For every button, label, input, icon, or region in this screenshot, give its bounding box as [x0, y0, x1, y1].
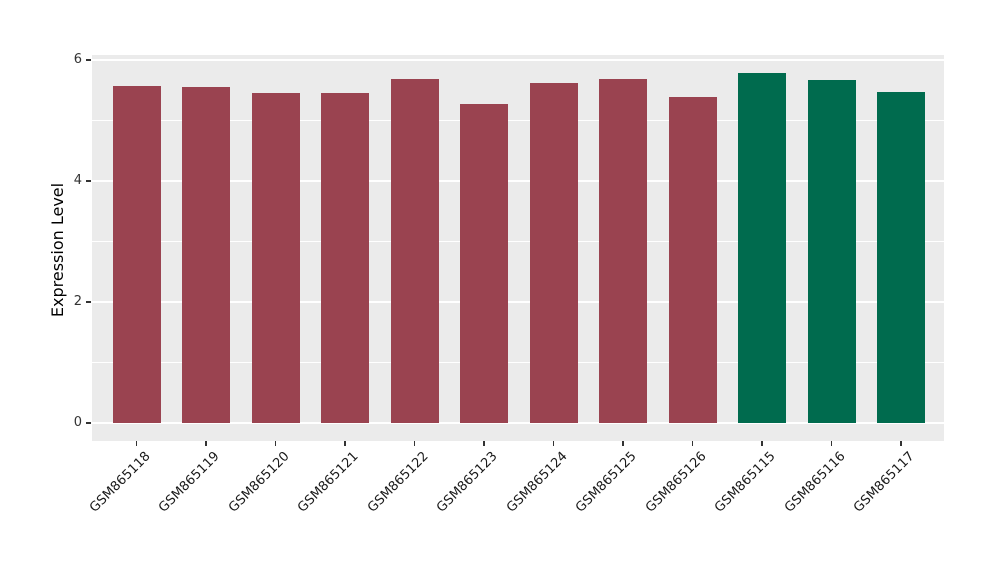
bar-GSM865120 — [251, 93, 300, 423]
y-tick-label: 2 — [73, 294, 82, 309]
plot-panel — [92, 55, 944, 441]
y-tick-mark — [86, 59, 91, 61]
x-tick-mark — [205, 441, 207, 446]
major-gridline — [92, 59, 944, 61]
bar-GSM865122 — [390, 78, 439, 423]
y-tick-mark — [86, 180, 91, 182]
bar-GSM865123 — [460, 103, 509, 423]
x-tick-mark — [830, 441, 833, 446]
x-tick-mark — [135, 441, 138, 446]
minor-gridline — [92, 241, 944, 242]
y-tick-label: 6 — [73, 52, 82, 67]
bar-GSM865121 — [321, 92, 370, 423]
y-tick-mark — [86, 301, 91, 303]
bar-GSM865116 — [807, 79, 856, 423]
bar-GSM865126 — [668, 96, 717, 423]
major-gridline — [92, 301, 944, 303]
bar-GSM865124 — [529, 82, 578, 423]
minor-gridline — [92, 362, 944, 363]
y-tick-label: 0 — [73, 415, 82, 430]
bar-GSM865117 — [877, 92, 926, 423]
bar-GSM865118 — [112, 86, 161, 423]
x-tick-mark — [691, 441, 694, 446]
x-tick-mark — [413, 441, 416, 446]
y-tick-label: 4 — [73, 173, 82, 188]
x-tick-mark — [622, 441, 624, 446]
y-tick-mark — [86, 422, 91, 424]
bar-GSM865115 — [738, 73, 787, 423]
y-axis-title: Expression Level — [48, 182, 67, 318]
major-gridline — [92, 422, 944, 424]
x-tick-mark — [483, 441, 485, 446]
x-tick-mark — [552, 441, 555, 446]
minor-gridline — [92, 120, 944, 121]
x-tick-mark — [900, 441, 902, 446]
major-gridline — [92, 180, 944, 182]
x-tick-mark — [761, 441, 763, 446]
bar-GSM865125 — [599, 78, 648, 423]
bar-GSM865119 — [182, 86, 231, 423]
x-tick-mark — [274, 441, 277, 446]
x-tick-mark — [344, 441, 346, 446]
